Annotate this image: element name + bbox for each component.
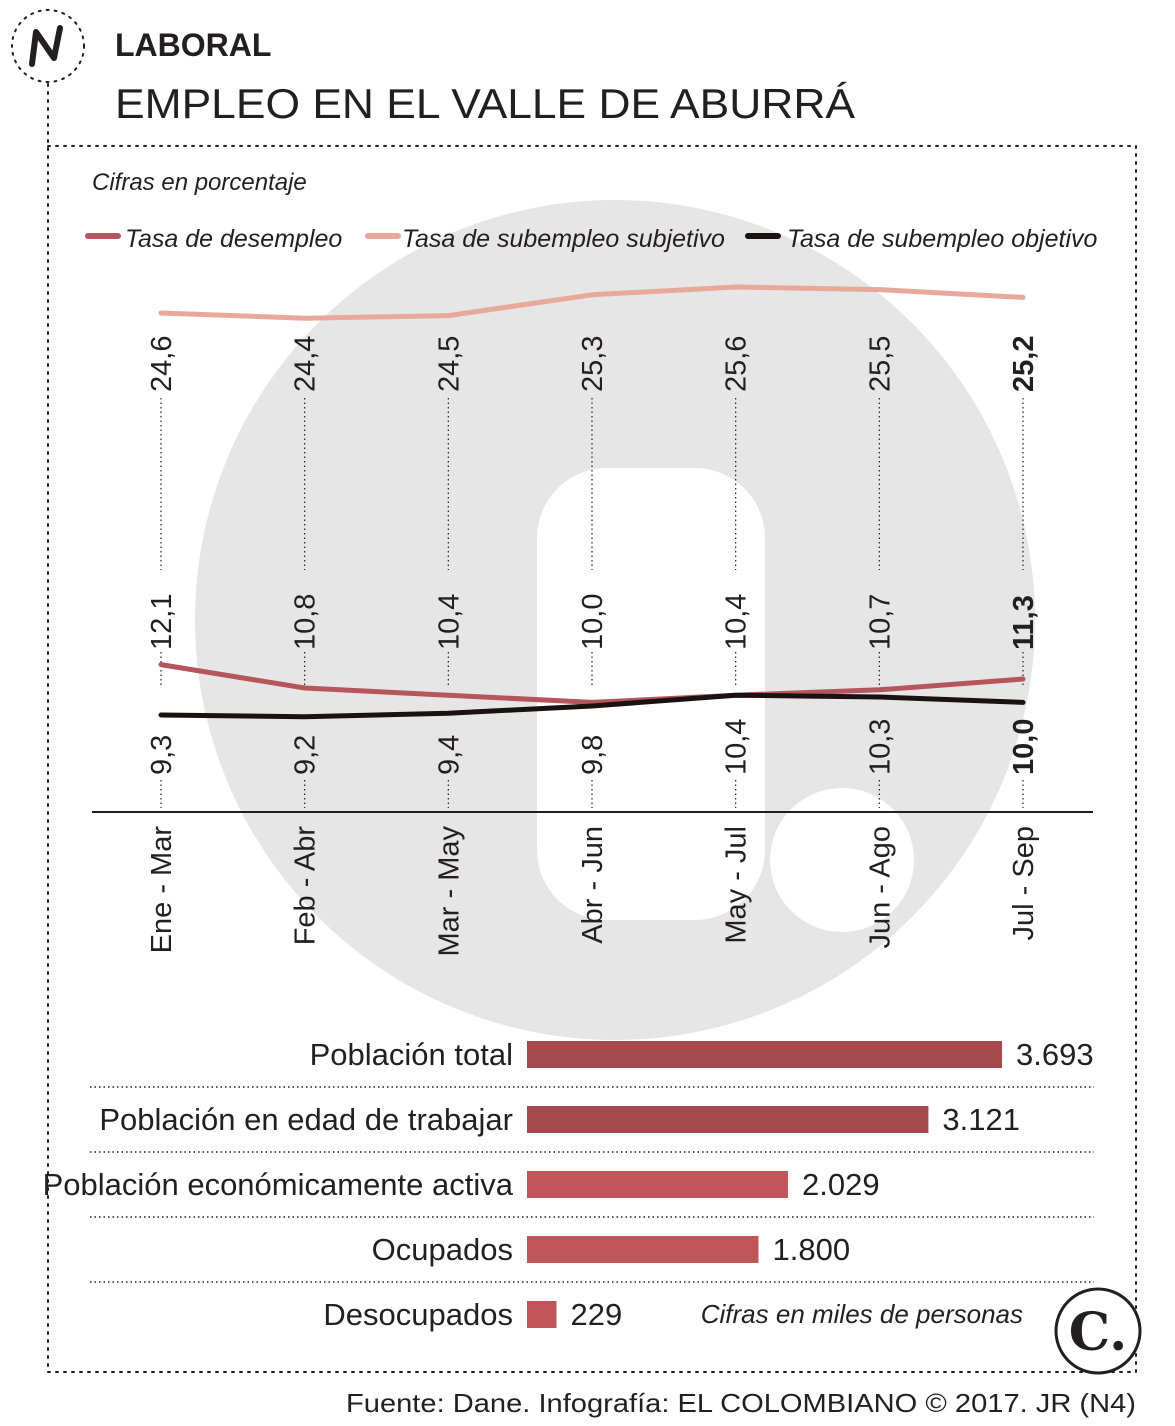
value-label-objetivo-feb-abr: 9,2 xyxy=(290,735,322,775)
value-label-desempleo-ene-mar: 12,1 xyxy=(146,594,178,650)
bar-value-ocupados: 1.800 xyxy=(773,1232,851,1267)
value-label-subjetivo-jun-ago: 25,5 xyxy=(864,336,896,392)
value-label-desempleo-abr-jun: 10,0 xyxy=(577,594,609,650)
legend-label-tasa-de-desempleo: Tasa de desempleo xyxy=(125,225,342,253)
bar-label-desocupados: Desocupados xyxy=(323,1297,513,1332)
value-label-desempleo-mar-may: 10,4 xyxy=(433,594,465,650)
bar-chart-note: Cifras en miles de personas xyxy=(701,1299,1023,1329)
value-label-objetivo-abr-jun: 9,8 xyxy=(577,735,609,775)
x-tick-mar-may: Mar - May xyxy=(433,826,465,957)
value-label-objetivo-jul-sep: 10,0 xyxy=(1008,719,1040,775)
chart-note: Cifras en porcentaje xyxy=(92,169,307,196)
value-label-subjetivo-may-jul: 25,6 xyxy=(721,336,753,392)
bar-desocupados xyxy=(527,1301,557,1328)
x-tick-may-jul: May - Jul xyxy=(721,826,753,944)
x-tick-labels: Ene - Mar Feb - Abr Mar - May Abr - Jun May … xyxy=(146,826,1040,957)
bar-poblacion-economicamente-activa xyxy=(527,1171,788,1198)
header-logo-icon xyxy=(11,9,85,146)
bar-value-poblacion-total: 3.693 xyxy=(1016,1037,1094,1072)
value-label-subjetivo-feb-abr: 24,4 xyxy=(290,336,322,392)
legend-label-tasa-de-subempleo-objetivo: Tasa de subempleo objetivo xyxy=(787,225,1097,253)
bar-label-poblacion-en-edad-de-trabajar: Población en edad de trabajar xyxy=(99,1102,513,1137)
bar-ocupados xyxy=(527,1236,759,1263)
value-label-subjetivo-mar-may: 24,5 xyxy=(433,336,465,392)
value-label-subjetivo-ene-mar: 24,6 xyxy=(146,336,178,392)
watermark-logo xyxy=(195,200,1035,1040)
x-tick-jun-ago: Jun - Ago xyxy=(864,826,896,949)
value-label-desempleo-may-jul: 10,4 xyxy=(721,594,753,650)
x-tick-jul-sep: Jul - Sep xyxy=(1008,826,1040,940)
value-label-objetivo-jun-ago: 10,3 xyxy=(864,719,896,775)
frame xyxy=(47,145,1137,1373)
page-title: EMPLEO EN EL VALLE DE ABURRÁ xyxy=(115,80,855,127)
x-tick-ene-mar: Ene - Mar xyxy=(146,826,178,954)
x-tick-feb-abr: Feb - Abr xyxy=(290,826,322,946)
bar-label-poblacion-economicamente-activa: Población económicamente activa xyxy=(43,1167,514,1202)
brand-logo-text: C. xyxy=(1069,1302,1128,1363)
bar-value-desocupados: 229 xyxy=(571,1297,623,1332)
source-footer: Fuente: Dane. Infografía: EL COLOMBIANO … xyxy=(346,1388,1136,1418)
guide-lines xyxy=(160,398,1024,808)
value-label-desempleo-jun-ago: 10,7 xyxy=(864,594,896,650)
bar-label-ocupados: Ocupados xyxy=(372,1232,513,1267)
bar-label-poblacion-total: Población total xyxy=(310,1037,513,1072)
brand-logo: C. xyxy=(1054,1287,1142,1375)
legend: Tasa de desempleo Tasa de subempleo subje… xyxy=(85,225,1097,253)
value-label-desempleo-jul-sep: 11,3 xyxy=(1008,595,1040,650)
value-label-objetivo-ene-mar: 9,3 xyxy=(146,735,178,775)
value-labels: 24,6 12,1 9,3 24,4 10,8 9,2 24,5 10,4 9,4 25,3 10,… xyxy=(146,336,1040,775)
bar-poblacion-total xyxy=(527,1041,1002,1068)
series-lines xyxy=(158,284,1026,720)
section-label: LABORAL xyxy=(115,27,271,63)
x-tick-abr-jun: Abr - Jun xyxy=(577,826,609,944)
bar-value-poblacion-en-edad-de-trabajar: 3.121 xyxy=(942,1102,1020,1137)
bar-value-poblacion-economicamente-activa: 2.029 xyxy=(802,1167,880,1202)
value-label-objetivo-mar-may: 9,4 xyxy=(433,735,465,775)
legend-label-tasa-de-subempleo-subjetivo: Tasa de subempleo subjetivo xyxy=(402,225,725,253)
bar-chart: Población total 3.693 Población en edad de… xyxy=(43,1037,1094,1332)
value-label-subjetivo-abr-jun: 25,3 xyxy=(577,336,609,392)
bar-poblacion-en-edad-de-trabajar xyxy=(527,1106,929,1133)
value-label-objetivo-may-jul: 10,4 xyxy=(721,719,753,775)
value-label-subjetivo-jul-sep: 25,2 xyxy=(1008,336,1040,392)
value-label-desempleo-feb-abr: 10,8 xyxy=(290,594,322,650)
